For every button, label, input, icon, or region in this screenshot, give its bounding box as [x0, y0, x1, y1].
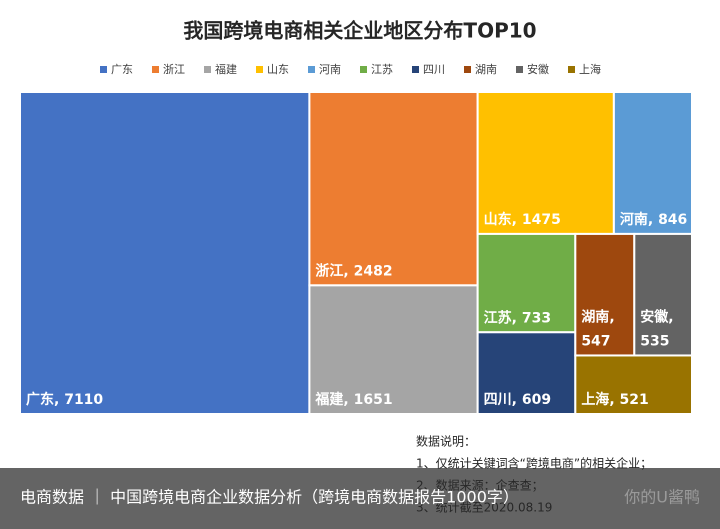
cell-category: 湖南: [581, 308, 609, 325]
cell-category: 河南: [620, 211, 648, 228]
legend-swatch: [568, 66, 575, 73]
legend-swatch: [360, 66, 367, 73]
cell-value: 1651: [354, 392, 393, 408]
cell-label: 四川, 609: [484, 392, 551, 408]
legend: 广东 浙江 福建 山东 河南 江苏 四川 湖南 安徽 上海: [100, 62, 601, 76]
cell-value: 521: [620, 392, 649, 408]
cell-value: 733: [522, 310, 551, 326]
cell-value: 609: [522, 392, 551, 408]
legend-label: 安徽: [527, 62, 549, 76]
cell-category: 广东: [26, 391, 54, 408]
caption: 电商数据 ｜ 中国跨境电商企业数据分析（跨境电商数据报告1000字）: [20, 488, 519, 507]
treemap-cell: [574, 232, 636, 357]
cell-category: 福建: [314, 391, 343, 408]
legend-label: 湖南: [475, 63, 497, 76]
legend-label: 山东: [267, 63, 289, 76]
cell-label: 上海, 521: [581, 391, 648, 408]
cell-value: 7110: [64, 392, 103, 408]
cell-label: 广东, 7110: [26, 391, 103, 408]
treemap-cell: [19, 91, 311, 415]
legend-label: 江苏: [371, 63, 393, 76]
note-line: 1、仅统计关键词含“跨境电商”的相关企业；: [416, 456, 652, 471]
cell-category: 江苏: [484, 309, 512, 326]
cell-category: 上海: [581, 391, 609, 408]
treemap-cell: [574, 354, 694, 416]
cell-value: 1475: [522, 212, 561, 228]
treemap-cell: [612, 91, 693, 235]
treemap: 广东, 7110 浙江, 2482 福建, 1651 山东, 1475 河南, 846 江…: [19, 91, 694, 416]
legend-label: 福建: [215, 62, 237, 76]
treemap-cell: [308, 91, 479, 287]
legend-label: 河南: [319, 63, 341, 76]
cell-label: 江苏, 733: [484, 309, 551, 326]
cell-value: 547: [581, 333, 610, 349]
cell-category: 安徽: [640, 308, 669, 325]
legend-label: 浙江: [163, 63, 185, 76]
cell-label: 浙江, 2482: [315, 262, 392, 279]
cell-label: 山东, 1475: [484, 211, 561, 228]
legend-swatch: [412, 66, 419, 73]
cell-value: 846: [658, 212, 687, 228]
legend-label: 四川: [423, 63, 445, 76]
chart-title: 我国跨境电商相关企业地区分布TOP10: [183, 19, 536, 43]
legend-swatch: [256, 66, 263, 73]
caption-bar: [0, 468, 720, 529]
legend-swatch: [308, 66, 315, 73]
legend-swatch: [516, 66, 523, 73]
legend-swatch: [100, 66, 107, 73]
cell-category: 浙江: [315, 262, 343, 279]
cell-label: 福建, 1651: [314, 391, 392, 408]
legend-label: 广东: [111, 63, 133, 76]
legend-swatch: [204, 66, 211, 73]
legend-swatch: [152, 66, 159, 73]
cell-value: 2482: [354, 263, 393, 279]
watermark: 你的U酱鸭: [624, 488, 700, 507]
legend-label: 上海: [579, 62, 601, 76]
treemap-cell: [476, 331, 577, 415]
cell-label: 河南, 846: [620, 211, 687, 228]
cell-category: 四川: [484, 392, 512, 408]
cell-value: 535: [640, 333, 669, 349]
legend-swatch: [464, 66, 471, 73]
treemap-cell: [308, 284, 479, 415]
cell-category: 山东: [484, 211, 512, 228]
treemap-cell: [476, 91, 615, 235]
note-line: 数据说明：: [416, 434, 476, 449]
